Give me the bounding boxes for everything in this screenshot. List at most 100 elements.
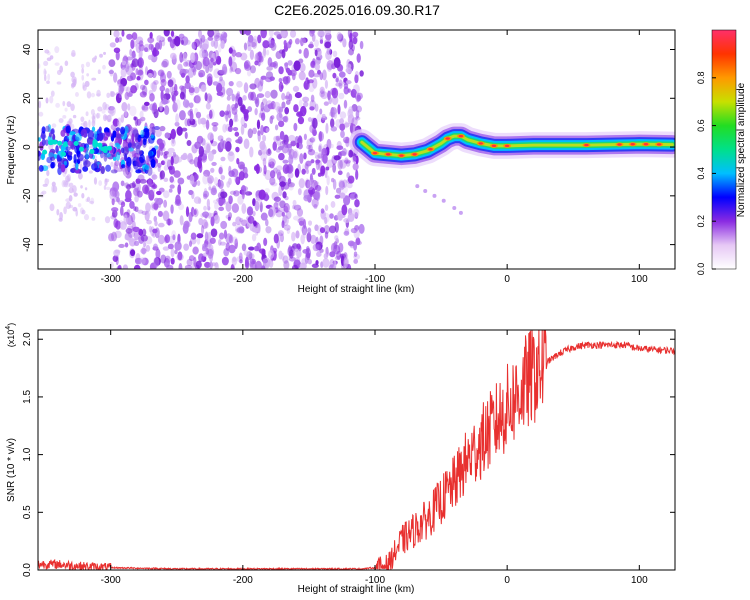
spectrogram-cell <box>132 226 140 232</box>
spectrogram-cell <box>133 230 140 241</box>
spectrogram-cell <box>354 193 358 200</box>
spectrogram-cell <box>120 67 127 78</box>
spectrogram-cell <box>290 251 296 257</box>
spectrogram-cell <box>288 134 296 142</box>
spectrogram-cell <box>38 63 41 69</box>
spectrogram-cell <box>119 126 126 135</box>
spectrogram-cell <box>228 177 232 186</box>
spectrogram-cell <box>268 157 273 165</box>
spectrogram-cell <box>56 208 60 216</box>
spectrogram-cell <box>262 134 267 142</box>
spectrogram-cell <box>195 93 202 105</box>
spectrogram-cell <box>86 91 92 99</box>
spectrogram-cell <box>120 114 125 123</box>
spectrogram-cell <box>108 59 116 67</box>
spectrogram-cell <box>262 157 267 167</box>
spectrogram-cell <box>287 60 293 66</box>
spectrogram-cell <box>261 144 267 155</box>
spectrogram-cell <box>134 257 142 265</box>
spectrogram-cell <box>423 188 428 193</box>
spectrogram-cell <box>102 148 108 154</box>
spectrogram-cell <box>292 247 299 253</box>
spectrogram-cell <box>349 32 353 43</box>
spectrogram-cell <box>139 49 143 58</box>
spectrogram-cell <box>130 85 138 94</box>
spectrogram-cell <box>157 162 162 168</box>
spectrogram-cell <box>350 227 358 234</box>
spectrogram-cell <box>235 176 241 186</box>
spectrogram-cell <box>320 208 325 214</box>
spectrogram-cell <box>260 30 267 39</box>
spectrogram-cell <box>150 56 158 61</box>
spectrogram-cell <box>325 185 329 196</box>
spectrogram-cell <box>48 152 55 158</box>
spectrogram-cell <box>310 60 316 68</box>
spectrogram-cell <box>307 227 312 234</box>
spectrogram-cell <box>218 232 225 240</box>
spectrogram-cell <box>270 89 278 99</box>
spectrogram-cell <box>205 247 210 255</box>
spectrogram-cell <box>160 254 167 264</box>
spectrogram-cell <box>157 210 163 218</box>
spectrogram-cell <box>292 243 298 250</box>
spectrogram-cell <box>212 262 216 267</box>
spectrogram-cell <box>153 256 160 268</box>
spectrogram-cell <box>93 131 98 140</box>
spectrogram-cell <box>319 108 323 115</box>
spectrogram-cell <box>177 251 183 261</box>
spectrogram-cell <box>262 258 268 264</box>
spectrogram-cell <box>231 106 238 115</box>
spectrogram-cell <box>154 220 158 227</box>
spectrogram-cell <box>213 30 220 40</box>
spectrogram-cell <box>112 118 120 127</box>
spectrogram-cell <box>170 204 174 214</box>
spectrogram-cell <box>149 92 155 102</box>
spectrogram-cell <box>236 226 243 234</box>
spectrogram-cell <box>308 220 313 226</box>
spectrogram-cell <box>333 215 339 221</box>
spectrogram-cell <box>88 119 91 128</box>
spectrogram-cell <box>292 85 300 93</box>
spectrogram-cell <box>66 174 71 182</box>
spectrogram-cell <box>115 50 120 61</box>
spectrogram-cell <box>313 151 319 157</box>
spectrogram-cell <box>228 195 233 205</box>
spectrogram-cell <box>268 249 275 260</box>
spectrogram-cell <box>291 231 296 242</box>
spectrogram-cell <box>123 86 129 92</box>
spectrogram-cell <box>156 190 162 196</box>
spectrogram-cell <box>145 202 151 213</box>
spectrogram-cell <box>103 185 107 190</box>
spectrogram-cell <box>38 199 41 203</box>
spectrogram-hotspot <box>445 137 450 140</box>
spectrogram-cell <box>170 128 176 140</box>
spectrogram-cell <box>296 243 301 250</box>
spectrogram-cell <box>323 253 329 260</box>
spectrogram-cell <box>104 178 108 186</box>
spectrogram-cell <box>262 49 267 58</box>
spectrogram-cell <box>225 214 231 219</box>
spectrogram-cell <box>281 48 286 59</box>
spectrogram-cell <box>73 192 78 197</box>
spectrogram-cell <box>284 141 289 149</box>
spectrogram-cell <box>117 117 122 127</box>
spectrogram-cell <box>170 257 175 265</box>
spectrogram-cell <box>257 51 262 58</box>
spectrogram-cell <box>266 49 270 56</box>
spectrogram-cell <box>337 159 343 170</box>
spectrogram-cell <box>184 264 193 269</box>
spectrogram-x-tick-label: -300 <box>101 274 121 285</box>
spectrogram-cell <box>352 36 358 45</box>
spectrogram-cell <box>202 56 210 67</box>
spectrogram-cell <box>169 39 176 49</box>
spectrogram-cell <box>109 142 114 147</box>
spectrogram-cell <box>324 247 329 254</box>
spectrogram-cell <box>140 129 145 138</box>
spectrogram-cell <box>273 202 279 210</box>
spectrogram-cell <box>89 200 95 204</box>
spectrogram-cell <box>43 68 47 76</box>
spectrogram-cell <box>212 199 219 204</box>
spectrogram-cell <box>80 128 88 138</box>
spectrogram-cell <box>99 53 103 58</box>
spectrogram-cell <box>56 81 62 85</box>
